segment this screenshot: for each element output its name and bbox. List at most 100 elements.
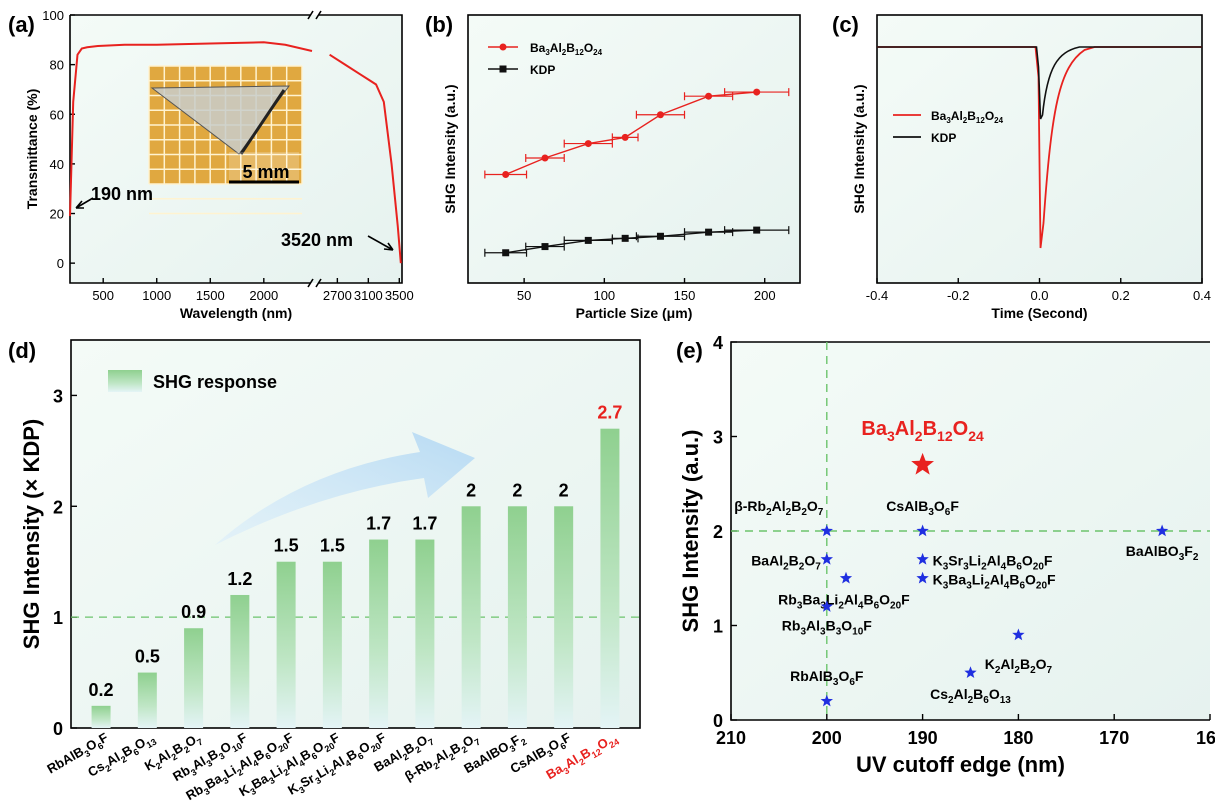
bar	[554, 506, 574, 728]
data-point-star	[839, 571, 853, 584]
bar	[507, 506, 527, 728]
point-label: Rb3Al3B3O10F	[782, 618, 873, 638]
bar-value-label: 2	[559, 480, 569, 500]
point-label: K3Sr3Li2Al4B6O20F	[933, 552, 1053, 572]
x-tick-label: 170	[1099, 728, 1129, 748]
point-label: β-Rb2Al2B2O7	[734, 498, 824, 518]
data-point	[541, 154, 549, 162]
legend-label: Ba3Al2B12O24	[931, 109, 1004, 125]
x-axis-label: Time (Second)	[991, 305, 1087, 321]
bar	[276, 561, 296, 728]
data-point	[502, 249, 510, 257]
trend-arrow	[215, 432, 475, 545]
y-tick-label: 100	[42, 8, 64, 23]
y-tick-label: 40	[50, 157, 64, 172]
point-label: Ba3Al2B12O24	[861, 418, 984, 444]
bar-value-label: 0.5	[135, 647, 160, 667]
x-tick-label: 200	[754, 288, 776, 303]
x-tick-label: 210	[716, 728, 746, 748]
bar-value-label: 2	[466, 480, 476, 500]
transmittance-curve	[69, 41, 313, 217]
y-tick-label: 0	[713, 711, 723, 731]
x-tick-label: 150	[674, 288, 696, 303]
point-label: BaAlBO3F2	[1126, 543, 1199, 563]
bar-value-label: 1.7	[412, 514, 437, 534]
data-point	[502, 170, 510, 178]
panel-letter: (b)	[425, 12, 453, 37]
x-tick-label: 190	[908, 728, 938, 748]
x-tick-label: 160	[1196, 728, 1215, 748]
panel-b: (b) 50 100 150 200 Particle Size (μm) SHG Inte…	[425, 12, 801, 321]
data-point-star	[1012, 628, 1025, 641]
transmittance-curve	[329, 53, 402, 264]
x-tick-label: 2000	[249, 288, 278, 303]
y-axis-label: Transmittance (%)	[24, 89, 40, 210]
y-axis-label: SHG Intensity (a.u.)	[851, 84, 867, 213]
panel-letter: (d)	[8, 338, 36, 363]
axis-frame	[70, 339, 641, 729]
x-tick-label: -0.2	[947, 288, 969, 303]
point-label: K3Ba3Li2Al4B6O20F	[933, 571, 1056, 591]
data-point	[753, 88, 761, 96]
legend-label: SHG response	[153, 372, 277, 392]
x-tick-label: 3100	[354, 288, 383, 303]
data-point	[584, 140, 592, 148]
bar-value-label: 1.5	[320, 536, 345, 556]
bar-value-label: 1.2	[227, 569, 252, 589]
plot-area	[71, 340, 640, 728]
x-axis-label: UV cutoff edge (nm)	[856, 752, 1065, 777]
x-tick-label: 1000	[142, 288, 171, 303]
x-tick-label: 0.4	[1193, 288, 1211, 303]
arrow-3520nm	[367, 235, 394, 251]
legend-label: KDP	[931, 131, 956, 145]
y-tick-label: 2	[53, 497, 63, 517]
x-tick-label: Cs2Al2B6O13	[85, 730, 158, 783]
plot-area	[468, 15, 800, 283]
data-point-star	[820, 552, 833, 565]
point-label: Rb3Ba3Li2Al4B6O20F	[778, 591, 910, 611]
annotation-190nm: 190 nm	[91, 184, 153, 204]
bar	[230, 594, 250, 728]
data-point-star	[820, 694, 833, 707]
data-point	[705, 92, 713, 100]
x-tick-label: K3Ba3Li2Al4B6O20F	[236, 730, 343, 802]
y-axis-label: SHG Intensity (a.u.)	[678, 430, 703, 633]
axis-frame	[69, 14, 403, 284]
data-point-star	[820, 524, 833, 537]
x-tick-label: 180	[1003, 728, 1033, 748]
bar-value-label: 0.2	[89, 680, 114, 700]
bar-value-label: 2.7	[597, 403, 622, 423]
x-tick-label: 50	[517, 288, 531, 303]
data-point	[753, 226, 761, 234]
legend-label: KDP	[530, 63, 555, 77]
panel-d: (d) 0 1 2 3 SHG Intensity (× KDP) SHG response…	[8, 338, 641, 802]
x-tick-label: 0.2	[1112, 288, 1130, 303]
y-tick-label: 60	[50, 107, 64, 122]
y-tick-label: 4	[713, 333, 723, 353]
signal-curve	[877, 46, 1202, 120]
data-point-star	[916, 571, 929, 584]
x-tick-label: -0.4	[866, 288, 888, 303]
bar-value-label: 1.5	[274, 536, 299, 556]
x-tick-label: 3500	[385, 288, 414, 303]
panel-letter: (e)	[676, 338, 703, 363]
axis-frame	[467, 14, 801, 284]
legend-marker	[499, 43, 507, 51]
bar	[184, 628, 204, 728]
bar-value-label: 0.9	[181, 602, 206, 622]
point-label: CsAlB3O6F	[886, 498, 959, 518]
y-tick-label: 0	[53, 719, 63, 739]
data-point	[656, 111, 664, 119]
y-tick-label: 3	[53, 386, 63, 406]
panel-letter: (a)	[8, 12, 35, 37]
point-label: RbAlB3O6F	[790, 668, 864, 688]
x-axis-label: Particle Size (μm)	[576, 305, 693, 321]
x-tick-label: 200	[812, 728, 842, 748]
data-point-star	[916, 524, 929, 537]
data-point-star	[916, 552, 929, 565]
panel-letter: (c)	[832, 12, 859, 37]
x-tick-label: 500	[92, 288, 114, 303]
data-point-star	[820, 600, 833, 612]
x-axis-label: Wavelength (nm)	[180, 305, 292, 321]
y-tick-label: 2	[713, 522, 723, 542]
